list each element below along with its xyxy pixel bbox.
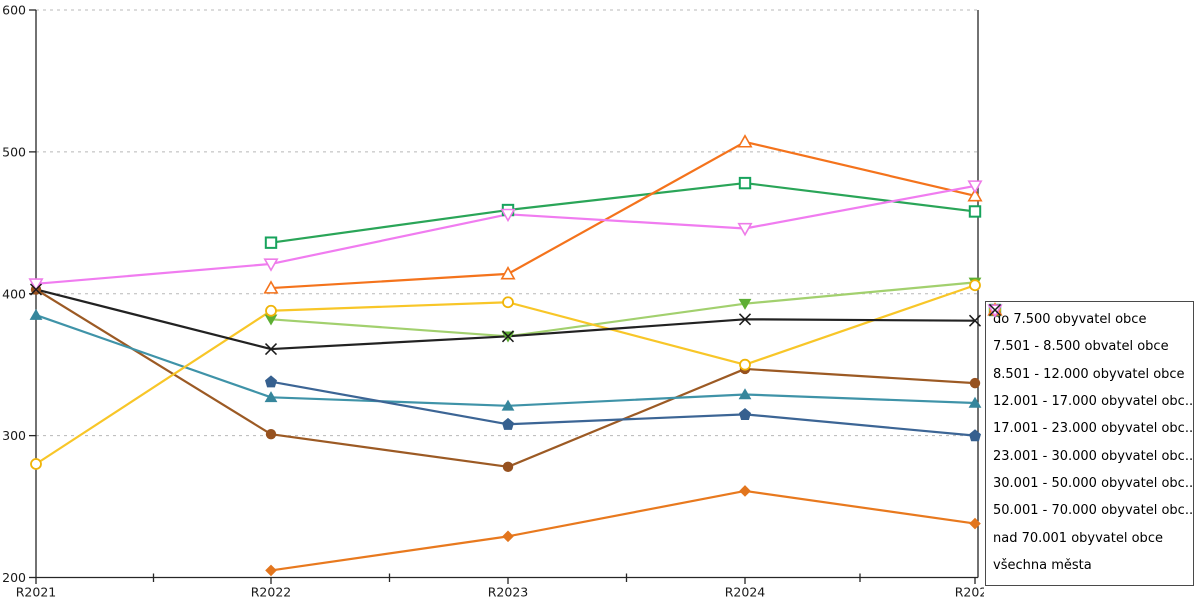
legend-label: 12.001 - 17.000 obyvatel obc...	[993, 394, 1193, 410]
legend-label: 50.001 - 70.000 obyvatel obc...	[993, 503, 1193, 519]
svg-text:400: 400	[2, 286, 26, 301]
svg-text:R2021: R2021	[16, 585, 57, 600]
legend-label: 30.001 - 50.000 obyvatel obc...	[993, 475, 1193, 491]
svg-text:R2023: R2023	[488, 585, 529, 600]
series-line-4	[270, 281, 976, 338]
series-line-2	[35, 313, 976, 407]
svg-text:R2024: R2024	[725, 585, 766, 600]
legend-item-6: 30.001 - 50.000 obyvatel obc...	[986, 304, 1193, 497]
axis-ticks	[29, 9, 976, 584]
series-line-1	[35, 288, 976, 468]
series-markers-6	[30, 279, 981, 470]
svg-text:200: 200	[2, 570, 26, 585]
x-axis-labels: R2021 R2022 R2023 R2024 R2025	[16, 585, 996, 600]
legend-item-4: 17.001 - 23.000 obyvatel obc...	[986, 305, 1193, 442]
legend-label: 7.501 - 8.500 obvatel obce	[993, 339, 1169, 355]
series-markers-1	[30, 284, 981, 473]
series-line-0	[270, 489, 976, 572]
legend-label: všechna města	[993, 557, 1092, 573]
series-markers-7	[263, 134, 983, 294]
svg-text:300: 300	[2, 428, 26, 443]
legend-item-2: 8.501 - 12.000 obyvatel obce	[986, 303, 1193, 388]
series-line-5	[270, 181, 976, 244]
gridlines	[36, 9, 978, 437]
series-markers-3	[265, 375, 981, 442]
legend-label: nad 70.001 obyvatel obce	[993, 530, 1163, 546]
y-axis-labels: 200 300 400 500 600	[2, 3, 26, 586]
legend-label: 23.001 - 30.000 obyvatel obc...	[993, 448, 1193, 464]
svg-text:R2025: R2025	[955, 585, 996, 600]
legend-item-1: 7.501 - 8.500 obvatel obce	[986, 304, 1193, 360]
svg-text:600: 600	[2, 3, 26, 18]
svg-text:R2022: R2022	[251, 585, 292, 600]
legend-label: 17.001 - 23.000 obyvatel obc...	[993, 421, 1193, 437]
series-markers-9	[29, 283, 982, 356]
series-markers-0	[265, 485, 981, 577]
legend-label: do 7.500 obyvatel obce	[993, 312, 1147, 328]
series-line-8	[35, 184, 976, 285]
series-markers-2	[29, 308, 982, 411]
legend-label: 8.501 - 12.000 obyvatel obce	[993, 366, 1185, 382]
series-line-7	[270, 140, 976, 290]
legend-item-7: 50.001 - 70.000 obyvatel obc...	[986, 302, 1193, 524]
legend-item-0: do 7.500 obyvatel obce	[986, 304, 1193, 333]
legend-item-9: všechna města	[986, 303, 1193, 579]
svg-text:500: 500	[2, 144, 26, 159]
series-line-3	[270, 380, 976, 437]
series-markers-8	[28, 180, 983, 292]
legend: do 7.500 obyvatel obce 7.501 - 8.500 obva…	[985, 301, 1194, 586]
legend-item-5: 23.001 - 30.000 obyvatel obc...	[986, 303, 1193, 469]
legend-item-8: nad 70.001 obyvatel obce	[986, 304, 1193, 551]
legend-item-3: 12.001 - 17.000 obyvatel obc...	[986, 303, 1193, 415]
series-markers-5	[264, 176, 982, 249]
